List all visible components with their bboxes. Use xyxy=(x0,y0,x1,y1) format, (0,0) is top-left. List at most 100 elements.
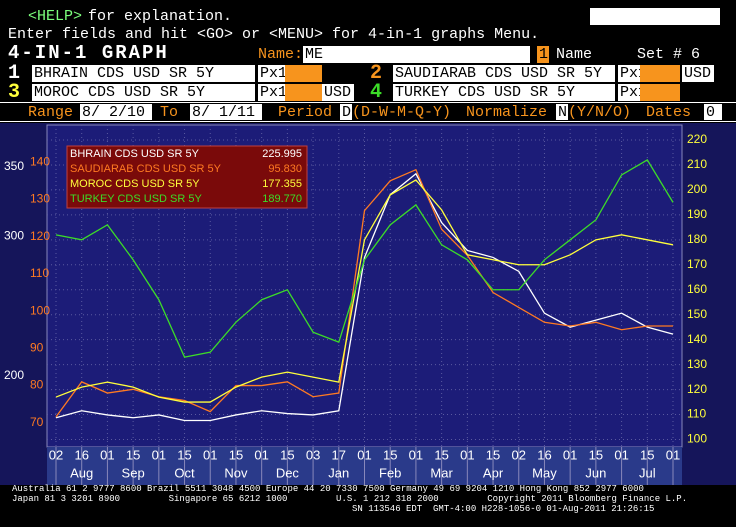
x-tick-label: 15 xyxy=(229,447,243,462)
dates-input[interactable]: 0 xyxy=(704,104,722,121)
x-tick-label: 15 xyxy=(126,447,140,462)
set-name-label: Name xyxy=(556,46,593,63)
range-start[interactable]: 8/ 2/10 xyxy=(80,104,152,121)
y3-tick-label: 210 xyxy=(687,157,707,171)
legend-label: SAUDIARAB CDS USD SR 5Y xyxy=(70,163,222,175)
security-field[interactable]: Px1 xyxy=(258,84,288,101)
help-key[interactable]: <HELP> xyxy=(28,8,83,25)
y3-tick-label: 180 xyxy=(687,232,707,246)
normalize-input[interactable]: N xyxy=(556,104,568,121)
y2-tick-label: 100 xyxy=(30,303,50,317)
x-tick-label: 01 xyxy=(614,447,628,462)
name-input[interactable]: ME xyxy=(303,46,530,63)
x-tick-label: 01 xyxy=(152,447,166,462)
security-ticker[interactable]: BHRAIN CDS USD SR 5Y xyxy=(32,65,255,82)
set-number[interactable]: 1 xyxy=(537,46,549,63)
y2-tick-label: 140 xyxy=(30,154,50,168)
y3-tick-label: 120 xyxy=(687,382,707,396)
name-label: Name: xyxy=(258,46,304,63)
y3-tick-label: 220 xyxy=(687,132,707,146)
month-label: Nov xyxy=(224,465,248,480)
x-tick-label: 02 xyxy=(49,447,63,462)
footer-line: Australia 61 2 9777 8600 Brazil 5511 304… xyxy=(12,484,644,494)
x-tick-label: 01 xyxy=(357,447,371,462)
chart: 1001101201301401501601701801902002102202… xyxy=(0,123,736,485)
range-bar xyxy=(0,102,736,122)
security-ticker[interactable]: MOROC CDS USD SR 5Y xyxy=(32,84,255,101)
month-label: Mar xyxy=(430,465,453,480)
period-options: (D-W-M-Q-Y) xyxy=(352,104,452,121)
y3-tick-label: 160 xyxy=(687,282,707,296)
help-text: for explanation. xyxy=(88,8,233,25)
input-box[interactable] xyxy=(590,8,720,25)
field-box[interactable] xyxy=(285,65,322,82)
range-end[interactable]: 8/ 1/11 xyxy=(190,104,262,121)
x-tick-label: 15 xyxy=(640,447,654,462)
legend-box xyxy=(66,145,308,209)
security-number: 3 xyxy=(8,81,21,104)
month-label: Jun xyxy=(585,465,606,480)
series-line xyxy=(55,179,674,403)
x-tick-label: 15 xyxy=(383,447,397,462)
x-tick-label: 01 xyxy=(203,447,217,462)
y3-tick-label: 170 xyxy=(687,257,707,271)
security-field[interactable]: Px1 xyxy=(618,65,648,82)
y2-tick-label: 130 xyxy=(30,192,50,206)
month-label: May xyxy=(532,465,557,480)
y3-tick-label: 130 xyxy=(687,357,707,371)
security-field[interactable]: Px1 xyxy=(258,65,288,82)
legend-value: 177.355 xyxy=(262,178,302,190)
x-tick-label: 01 xyxy=(409,447,423,462)
legend-value: 189.770 xyxy=(262,193,302,205)
screen-title: 4-IN-1 GRAPH xyxy=(8,42,169,64)
x-tick-label: 01 xyxy=(460,447,474,462)
x-tick-label: 15 xyxy=(589,447,603,462)
security-number: 4 xyxy=(370,81,383,104)
security-number: 1 xyxy=(8,62,21,85)
y2-tick-label: 120 xyxy=(30,229,50,243)
x-tick-label: 17 xyxy=(332,447,346,462)
y2-tick-label: 70 xyxy=(30,415,44,429)
dates-label: Dates xyxy=(646,104,692,121)
month-label: Dec xyxy=(276,465,300,480)
currency[interactable]: USD xyxy=(682,65,714,82)
range-label: Range xyxy=(28,104,74,121)
legend-value: 95.830 xyxy=(268,163,302,175)
period-label: Period xyxy=(278,104,333,121)
x-tick-label: 15 xyxy=(280,447,294,462)
currency[interactable]: USD xyxy=(322,84,354,101)
y2-tick-label: 90 xyxy=(30,341,44,355)
legend-value: 225.995 xyxy=(262,148,302,160)
y3-tick-label: 190 xyxy=(687,207,707,221)
security-ticker[interactable]: TURKEY CDS USD SR 5Y xyxy=(393,84,615,101)
instruction: Enter fields and hit <GO> or <MENU> for … xyxy=(8,26,540,43)
footer-line: Japan 81 3 3201 8900 Singapore 65 6212 1… xyxy=(12,494,688,504)
field-box[interactable] xyxy=(640,65,680,82)
security-ticker[interactable]: SAUDIARAB CDS USD SR 5Y xyxy=(393,65,615,82)
y3-tick-label: 140 xyxy=(687,332,707,346)
x-tick-label: 01 xyxy=(563,447,577,462)
to-label: To xyxy=(160,104,179,121)
y2-tick-label: 110 xyxy=(30,266,49,280)
legend-label: MOROC CDS USD SR 5Y xyxy=(70,178,200,190)
y3-tick-label: 100 xyxy=(687,432,707,446)
x-tick-label: 01 xyxy=(100,447,114,462)
set-label: Set # 6 xyxy=(637,46,701,63)
field-box[interactable] xyxy=(640,84,680,101)
y2-tick-label: 80 xyxy=(30,378,44,392)
month-label: Jul xyxy=(639,465,656,480)
legend-label: TURKEY CDS USD SR 5Y xyxy=(70,193,202,205)
period-input[interactable]: D xyxy=(340,104,352,121)
field-box[interactable] xyxy=(285,84,322,101)
x-tick-label: 02 xyxy=(512,447,526,462)
month-label: Apr xyxy=(483,465,504,480)
y3-tick-label: 150 xyxy=(687,307,707,321)
x-tick-label: 15 xyxy=(434,447,448,462)
normalize-options: (Y/N/O) xyxy=(568,104,632,121)
x-tick-label: 03 xyxy=(306,447,320,462)
month-label: Jan xyxy=(328,465,349,480)
normalize-label: Normalize xyxy=(466,104,548,121)
x-tick-label: 01 xyxy=(666,447,680,462)
security-field[interactable]: Px1 xyxy=(618,84,648,101)
